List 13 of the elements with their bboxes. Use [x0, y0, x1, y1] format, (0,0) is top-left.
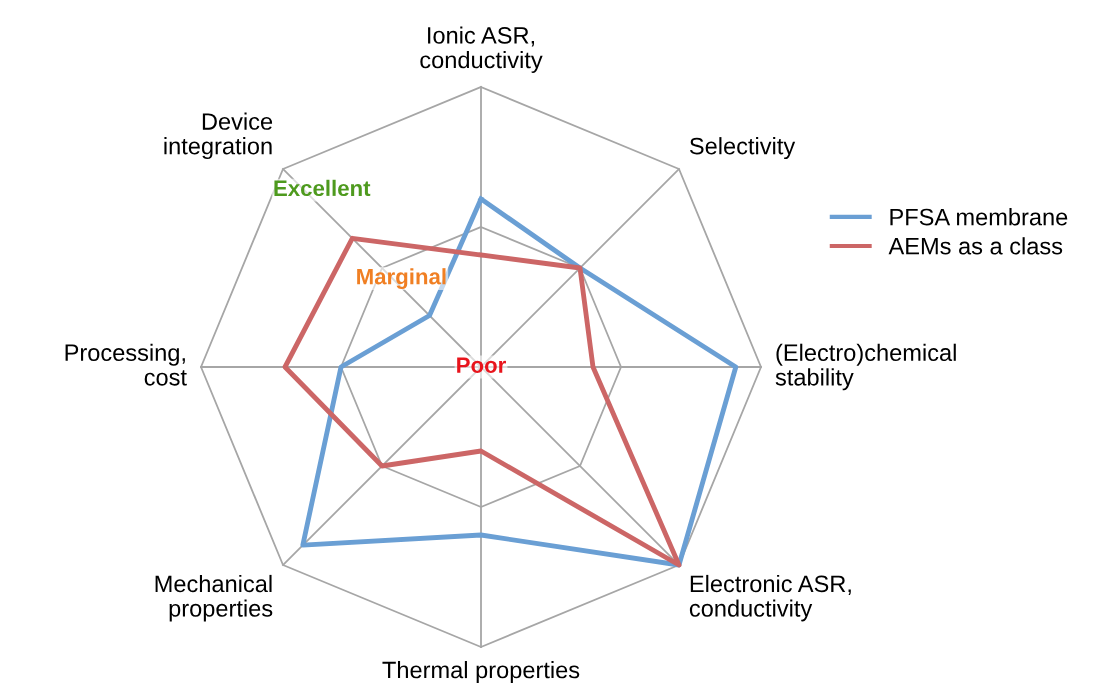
- spoke-label: Device integration: [164, 112, 273, 160]
- spoke-label: Mechanical properties: [155, 574, 273, 622]
- legend-label: AEMs as a class: [888, 237, 1063, 255]
- spoke-label: Selectivity: [689, 137, 796, 160]
- spoke-label: (Electro)chemical stability: [775, 343, 956, 391]
- y-tick-label: Excellent: [274, 179, 371, 197]
- y-tick-label: Poor: [457, 357, 506, 373]
- spoke-label: Processing, cost: [65, 343, 187, 386]
- legend-label: PFSA membrane: [890, 208, 1068, 226]
- spoke-label: Electronic ASR, conductivity: [689, 574, 851, 622]
- spoke-label: Thermal properties: [382, 661, 580, 684]
- spoke-label: Ionic ASR, conductivity: [420, 26, 543, 73]
- y-tick-label: Marginal: [357, 268, 446, 289]
